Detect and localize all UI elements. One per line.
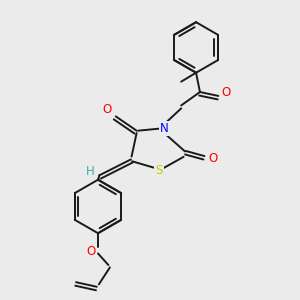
Text: H: H <box>85 165 94 178</box>
Text: O: O <box>102 103 112 116</box>
Text: O: O <box>221 86 230 99</box>
Text: O: O <box>209 152 218 165</box>
Text: N: N <box>160 122 169 135</box>
Text: S: S <box>155 164 163 177</box>
Text: O: O <box>86 244 95 258</box>
